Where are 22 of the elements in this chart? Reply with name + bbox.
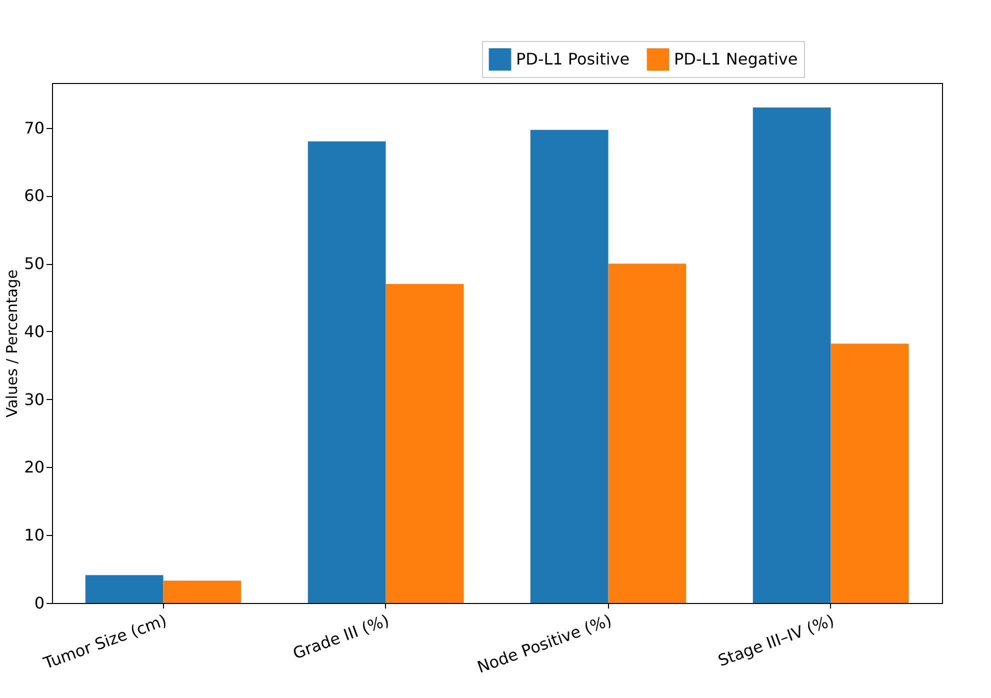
y-axis-title: Values / Percentage: [3, 270, 22, 418]
bar: [308, 141, 386, 603]
y-tick-label: 70: [24, 118, 44, 138]
x-tick-label: Tumor Size (cm): [40, 610, 170, 674]
y-tick-label: 10: [24, 526, 44, 545]
y-tick-label: 20: [24, 458, 44, 477]
bar: [608, 264, 686, 603]
x-tick-label: Grade III (%): [290, 610, 392, 663]
bar: [830, 344, 909, 603]
legend-label: PD-L1 Negative: [674, 49, 798, 68]
bar: [386, 284, 464, 603]
legend-label: PD-L1 Positive: [516, 49, 630, 68]
bar: [530, 130, 608, 603]
y-tick-label: 30: [24, 390, 44, 409]
y-tick-label: 40: [24, 322, 44, 341]
y-tick-label: 50: [24, 254, 44, 274]
x-tick-label: Stage III–IV (%): [715, 610, 837, 670]
bar: [752, 107, 831, 603]
y-tick-label: 0: [34, 594, 44, 612]
bar: [85, 575, 164, 603]
y-tick-label: 60: [24, 186, 44, 206]
bar: [163, 580, 242, 603]
